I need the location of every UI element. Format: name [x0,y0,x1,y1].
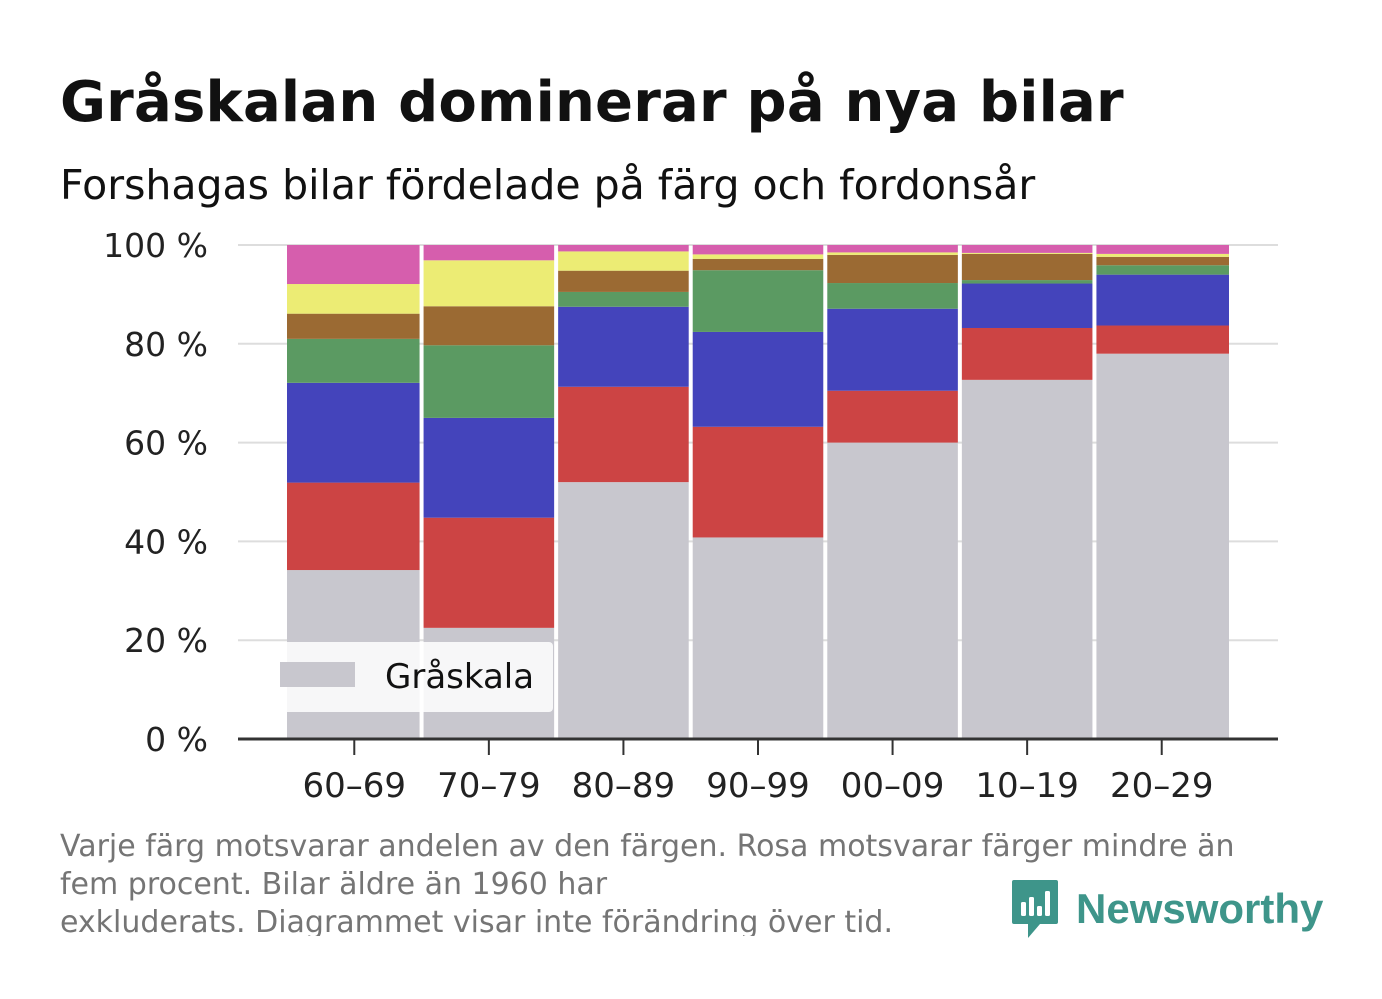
y-tick-label: 60 % [124,424,208,463]
bar-segment-3 [961,283,1093,328]
legend-background [264,642,553,712]
y-tick-label: 80 % [124,325,208,364]
legend-label-graskala: Gråskala [385,657,534,697]
chart-subtitle: Forshagas bilar fördelade på färg och fo… [60,161,1036,209]
legend-swatch-graskala [280,662,355,687]
bar-segment-6 [423,260,555,307]
x-tick-label: 80–89 [572,766,676,806]
newsworthy-logo-text: Newsworthy [1076,885,1324,932]
bar-segment-3 [827,308,958,391]
bar-segment-1 [961,379,1093,739]
x-tick-label: 90–99 [706,766,810,806]
bar-segment-2 [1096,325,1229,354]
bar-segment-1 [1096,353,1229,739]
bar-segment-7 [423,245,555,261]
footnote-line-1: Varje färg motsvarar andelen av den färg… [60,829,1235,864]
bar-segment-6 [961,252,1093,254]
bar-segment-3 [1096,274,1229,326]
chart-title: Gråskalan dominerar på nya bilar [60,70,1124,135]
bar-segment-4 [423,345,555,418]
y-tick-label: 40 % [124,522,208,561]
y-tick-label: 100 % [103,226,208,265]
y-axis-ticks: 0 % 20 % 40 % 60 % 80 % 100 % [103,226,208,759]
bar-segment-3 [287,382,420,483]
newsworthy-logo: Newsworthy [1010,878,1323,940]
bar-segment-7 [287,245,420,285]
footnote: Varje färg motsvarar andelen av den färg… [60,828,1300,936]
bar-segment-4 [287,338,420,383]
stacked-bar-chart: 0 % 20 % 40 % 60 % 80 % 100 % 60–69 70–79 80–89… [103,226,1278,806]
bar-segment-4 [692,270,824,332]
x-axis-ticks: 60–69 70–79 80–89 90–99 00–09 10–19 20–29 [303,739,1214,806]
bar-segment-5 [1096,256,1229,266]
bar-segment-6 [827,252,958,255]
bar-segment-3 [692,331,824,427]
bar-segment-6 [287,284,420,314]
bar-segment-5 [423,306,555,346]
bar-segment-6 [1096,253,1229,257]
bar-segment-2 [558,386,689,483]
x-tick-label: 10–19 [975,766,1079,806]
bar-segment-7 [1096,245,1229,254]
bar-segment-2 [287,482,420,571]
x-tick-label: 20–29 [1110,766,1214,806]
bar-segment-4 [558,291,689,307]
bar-segment-7 [692,245,824,255]
bar-segment-1 [558,482,689,739]
bar-segment-5 [827,254,958,284]
x-tick-label: 70–79 [437,766,541,806]
bar-segment-6 [692,254,824,259]
footnote-line-3: exkluderats. Diagrammet visar inte förän… [60,905,894,936]
bar-segment-4 [827,283,958,309]
bar-segment-4 [961,280,1093,284]
bar-segment-5 [558,270,689,292]
bar-segment-3 [423,417,555,518]
bar-segment-5 [287,313,420,339]
x-tick-label: 60–69 [303,766,407,806]
bar-segment-1 [827,442,958,739]
bar-segment-7 [827,245,958,253]
bar-segment-5 [692,258,824,271]
bar-segment-4 [1096,265,1229,275]
bar-segment-7 [961,245,1093,253]
legend: Gråskala [264,642,553,712]
x-tick-label: 00–09 [841,766,945,806]
bar-segment-5 [961,253,1093,281]
footnote-line-2: fem procent. Bilar äldre än 1960 har [60,867,608,902]
newsworthy-logo-icon [1012,880,1058,938]
bar-segment-6 [558,251,689,271]
bar-segment-1 [692,537,824,739]
bar-segment-2 [692,426,824,538]
bar-segment-3 [558,306,689,387]
y-tick-label: 0 % [145,720,208,759]
bar-segment-2 [961,327,1093,380]
bar-segment-2 [423,517,555,628]
bar-segment-7 [558,245,689,252]
bar-segment-2 [827,390,958,443]
y-tick-label: 20 % [124,621,208,660]
